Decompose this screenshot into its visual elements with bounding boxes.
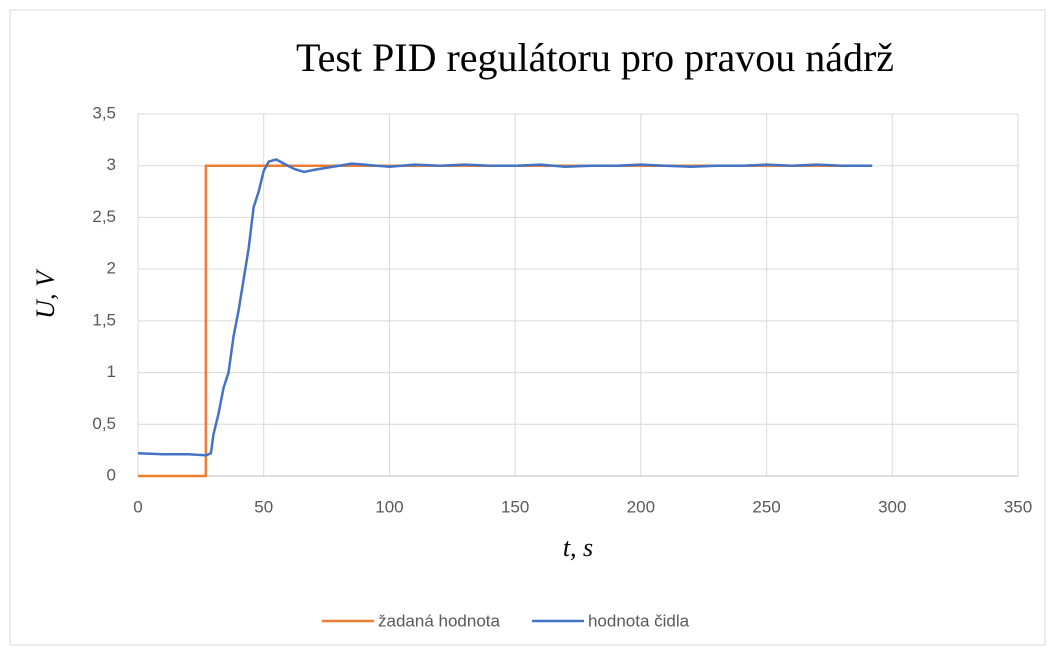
x-tick-label: 300	[878, 497, 906, 516]
x-tick-label: 350	[1004, 497, 1032, 516]
y-tick-label: 2	[107, 259, 116, 278]
y-axis-label: U, V	[31, 268, 60, 319]
x-tick-label: 250	[752, 497, 780, 516]
x-tick-label: 100	[375, 497, 403, 516]
y-tick-label: 0	[107, 465, 116, 484]
legend-label: hodnota čidla	[588, 611, 690, 630]
y-tick-label: 1,5	[92, 310, 116, 329]
chart-title: Test PID regulátoru pro pravou nádrž	[296, 35, 894, 80]
legend-label: žadaná hodnota	[378, 611, 500, 630]
chart-frame	[9, 9, 1046, 646]
y-tick-label: 0,5	[92, 414, 116, 433]
series-line	[137, 158, 873, 457]
x-tick-label: 200	[627, 497, 655, 516]
x-axis-label: t, s	[563, 533, 593, 562]
x-tick-label: 150	[501, 497, 529, 516]
y-tick-label: 1	[107, 362, 116, 381]
y-tick-label: 3,5	[92, 103, 116, 122]
x-tick-label: 50	[254, 497, 273, 516]
x-tick-label: 0	[133, 497, 142, 516]
y-tick-label: 2,5	[92, 207, 116, 226]
y-tick-label: 3	[107, 155, 116, 174]
